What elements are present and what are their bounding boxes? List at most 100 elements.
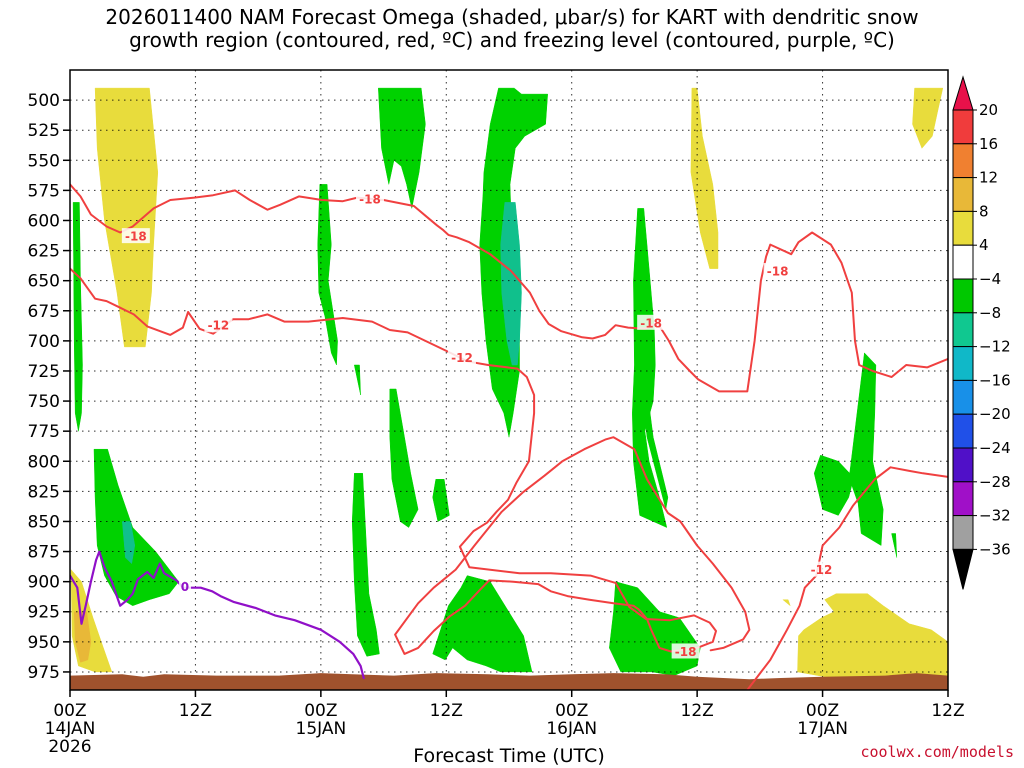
omega-region-green-16 <box>632 208 668 528</box>
red-contour-label-4-bg <box>671 643 700 659</box>
colorbar-label-8: −16 <box>979 371 1011 389</box>
x-tick-date-72: 17JAN <box>797 719 848 739</box>
y-tick-label-650: 650 <box>28 272 60 292</box>
colorbar-segment-6 <box>952 278 974 314</box>
y-tick-label-825: 825 <box>28 482 60 502</box>
colorbar-segment-12 <box>952 481 974 517</box>
x-tick-date-24: 15JAN <box>296 719 347 739</box>
omega-region-green-21 <box>891 533 898 558</box>
y-tick-label-700: 700 <box>28 332 60 352</box>
red-contour-label-3-bg <box>763 263 792 279</box>
omega-region-green-7 <box>378 87 426 209</box>
x-tick-date-0: 14JAN <box>45 719 96 739</box>
y-axis: 500 525 550 575 600 625 650 675 700 725 750 775 800 8… <box>28 91 70 683</box>
red-contour-label-5-bg <box>204 317 233 333</box>
omega-region-green-14 <box>432 575 533 673</box>
x-tick-label-60: 12Z <box>681 701 714 721</box>
omega-region-green-11 <box>432 479 450 522</box>
red-contour-1 <box>656 231 948 393</box>
omega-region-yellow-23 <box>782 599 791 607</box>
colorbar-segment-3 <box>952 177 974 212</box>
colorbar-label-3: 8 <box>979 202 989 220</box>
omega-region-orange-5 <box>73 611 92 663</box>
colorbar-label-6: −8 <box>979 304 1001 322</box>
colorbar-label-13: −36 <box>979 540 1011 558</box>
chart-title-line1: 2026011400 NAM Forecast Omega (shaded, μ… <box>105 5 919 29</box>
credit-text: coolwx.com/models <box>860 743 1014 761</box>
x-tick-label-84: 12Z <box>931 701 964 721</box>
colorbar-top-arrow <box>952 75 974 111</box>
y-tick-label-500: 500 <box>28 91 60 111</box>
omega-region-green-20 <box>813 352 884 546</box>
gridlines <box>70 70 948 690</box>
terrain-layer <box>70 673 948 690</box>
colorbar-label-4: 4 <box>979 236 989 254</box>
y-tick-label-875: 875 <box>28 543 60 563</box>
colorbar-bottom-arrow <box>952 548 974 590</box>
x-tick-label-72: 00Z <box>806 701 839 721</box>
chart-title: 2026011400 NAM Forecast Omega (shaded, μ… <box>0 6 1024 52</box>
y-tick-label-600: 600 <box>28 211 60 231</box>
colorbar-label-11: −28 <box>979 473 1011 491</box>
omega-region-green-10 <box>351 473 380 657</box>
y-tick-label-975: 975 <box>28 663 60 683</box>
red-contour-label-6: -12 <box>451 351 473 365</box>
y-tick-label-850: 850 <box>28 512 60 532</box>
colorbar-label-12: −32 <box>979 507 1011 525</box>
omega-region-green-8 <box>353 364 361 396</box>
x-axis-label: Forecast Time (UTC) <box>413 745 604 767</box>
red-contour-3 <box>394 436 751 655</box>
y-tick-label-925: 925 <box>28 603 60 623</box>
y-tick-label-750: 750 <box>28 392 60 412</box>
colorbar-segment-10 <box>952 413 974 449</box>
colorbar-label-0: 20 <box>979 101 998 119</box>
x-tick-label-24: 00Z <box>304 701 337 721</box>
red-contour-label-2: -18 <box>640 316 662 330</box>
x-tick-label-0: 00Z <box>53 701 86 721</box>
red-contour-label-7: -12 <box>811 563 833 577</box>
omega-region-yellow-18 <box>690 87 719 269</box>
red-contour-label-1-bg <box>355 190 384 206</box>
omega-shading <box>70 87 948 685</box>
freezing-level-contour <box>70 550 365 680</box>
y-tick-label-675: 675 <box>28 302 60 322</box>
omega-region-yellow-22 <box>797 593 948 685</box>
colorbar-label-9: −20 <box>979 405 1011 423</box>
colorbar-segment-2 <box>952 143 974 179</box>
red-contour-label-7-bg <box>807 561 836 577</box>
red-contour-0 <box>70 183 659 340</box>
omega-region-yellow-19 <box>912 87 944 149</box>
colorbar-label-2: 12 <box>979 169 998 187</box>
colorbar-segment-1 <box>952 109 974 145</box>
omega-region-green-1 <box>72 202 83 432</box>
colorbar-segment-7 <box>952 312 974 348</box>
omega-region-teal-13 <box>500 202 522 366</box>
y-tick-label-950: 950 <box>28 633 60 653</box>
colorbar-segment-8 <box>952 346 974 381</box>
contour-layer <box>70 183 948 690</box>
red-contour-label-2-bg <box>637 314 666 330</box>
plot-frame <box>69 69 949 691</box>
colorbar-label-10: −24 <box>979 439 1011 457</box>
omega-region-yellow-0 <box>94 87 159 348</box>
y-tick-label-625: 625 <box>28 242 60 262</box>
x-tick-date-48: 16JAN <box>546 719 597 739</box>
x-tick-label-12: 12Z <box>179 701 212 721</box>
red-contour-4 <box>746 466 948 690</box>
red-contour-2 <box>70 267 717 653</box>
x-tick-label-48: 00Z <box>555 701 588 721</box>
chart-title-line2: growth region (contoured, red, ºC) and f… <box>129 28 895 52</box>
colorbar-segment-9 <box>952 379 974 415</box>
colorbar: 20 16 12 8 4 −4 −8 −12 −16 −20 −24 −28 −32 −36 <box>952 75 1011 590</box>
y-tick-label-800: 800 <box>28 452 60 472</box>
terrain-fill <box>70 673 948 690</box>
red-contour-label-0-bg <box>121 228 150 244</box>
y-tick-label-525: 525 <box>28 121 60 141</box>
red-contour-label-1: -18 <box>359 192 381 206</box>
contour-labels: -18 -18 -18 -18 -18 -12 -12 -12 0 <box>121 190 836 659</box>
red-contour-label-6-bg <box>447 349 476 365</box>
colorbar-segment-5 <box>952 244 974 280</box>
y-tick-label-725: 725 <box>28 362 60 382</box>
